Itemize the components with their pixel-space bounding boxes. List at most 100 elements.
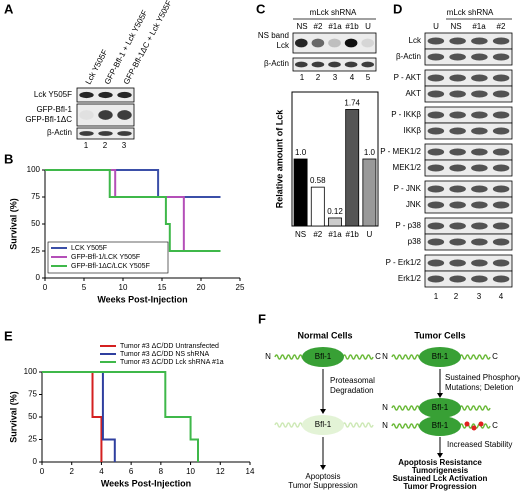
y-axis-title: Relative amount of Lck: [274, 109, 284, 209]
lane-number: 4: [499, 292, 504, 301]
terminus-c: C: [492, 421, 498, 430]
terminus-n: N: [265, 352, 271, 361]
outcome-label: Apoptosis: [305, 472, 340, 481]
legend-label: GFP-Bfl-1/LCK Y505F: [71, 254, 140, 261]
peptide-chain: [391, 354, 423, 360]
band: [492, 111, 510, 119]
band: [427, 201, 445, 209]
y-tick-label: 75: [31, 192, 40, 201]
row-label: P - IKKβ: [391, 110, 421, 119]
peptide-chain: [391, 405, 423, 411]
band: [79, 91, 94, 99]
band: [492, 90, 510, 98]
x-tick-label: 12: [216, 467, 225, 476]
terminus-n: N: [382, 421, 388, 430]
bfl1-protein: [419, 347, 461, 367]
band: [492, 53, 510, 61]
value-label: 1.0: [364, 148, 376, 157]
band: [471, 53, 488, 61]
panel-label: C: [256, 1, 266, 16]
band: [449, 259, 466, 267]
row-label: β-Actin: [396, 52, 421, 61]
y-tick-label: 0: [36, 273, 41, 282]
row-label: P - p38: [395, 221, 421, 230]
band: [492, 259, 510, 267]
row-label: JNK: [406, 200, 422, 209]
legend-label: GFP-Bfl-1ΔC/LCK Y505F: [71, 263, 150, 270]
band: [471, 275, 488, 283]
peptide-chain: [274, 354, 306, 360]
blot: [424, 85, 513, 103]
x-tick-label: 8: [159, 467, 164, 476]
column-label: #1a: [328, 22, 342, 31]
arrow-head: [320, 409, 326, 414]
lane-number: 2: [454, 292, 459, 301]
value-label: 1.74: [344, 99, 360, 108]
x-tick-label: 0: [40, 467, 45, 476]
panel-label: D: [393, 1, 402, 16]
survival-line: [42, 371, 199, 462]
panel-label: E: [4, 328, 13, 343]
band: [427, 275, 445, 283]
row-label: Erk1/2: [398, 274, 422, 283]
peptide-chain: [274, 422, 306, 428]
row-label: IKKβ: [404, 126, 422, 135]
band: [344, 38, 358, 48]
lane-number: 3: [122, 141, 127, 150]
process-label: Degradation: [330, 386, 374, 395]
band: [311, 38, 325, 48]
peptide-chain: [459, 354, 491, 360]
band: [449, 185, 466, 193]
band: [449, 90, 466, 98]
lane-number: 1: [84, 141, 89, 150]
band: [471, 111, 488, 119]
y-axis-title: Survival (%): [8, 198, 18, 250]
value-label: 1.0: [295, 148, 307, 157]
x-tick-label: #2: [313, 230, 322, 239]
band: [117, 110, 132, 120]
x-axis-title: Weeks Post-Injection: [101, 478, 191, 488]
band: [328, 38, 341, 48]
blot: [424, 233, 513, 251]
blot: [424, 196, 513, 214]
band: [471, 148, 488, 156]
outcome-label: Apoptosis Resistance: [398, 458, 482, 467]
legend-label: Tumor #3 ΔC/DD NS shRNA: [120, 351, 210, 358]
process-label: Sustained Phosphorylation;: [445, 373, 520, 382]
outcome-label: Tumor Suppression: [288, 481, 358, 490]
band: [427, 74, 445, 82]
band: [492, 37, 510, 45]
bfl1-protein: [302, 347, 344, 367]
band: [492, 201, 510, 209]
blot: [424, 48, 513, 66]
band: [471, 238, 488, 246]
survival-line: [45, 169, 221, 252]
band: [294, 38, 308, 48]
section-title: Normal Cells: [297, 330, 352, 340]
row-label: NS band: [258, 31, 289, 40]
peptide-chain: [391, 423, 423, 429]
band: [492, 127, 510, 135]
y-tick-label: 50: [28, 412, 37, 421]
band: [427, 222, 445, 230]
x-tick-label: 15: [158, 283, 167, 292]
column-label: #2: [314, 22, 323, 31]
blot: [292, 32, 377, 54]
band: [492, 275, 510, 283]
band: [471, 259, 488, 267]
process-label: Mutations; Deletion: [445, 383, 513, 392]
terminus-n: N: [382, 403, 388, 412]
x-tick-label: 20: [197, 283, 206, 292]
bar: [328, 217, 342, 227]
band: [311, 61, 325, 68]
peptide-chain: [342, 422, 374, 428]
row-label: P - MEK1/2: [380, 147, 421, 156]
band: [449, 53, 466, 61]
blot-header: mLck shRNA: [447, 8, 494, 17]
outcome-label: Tumorigenesis: [412, 466, 469, 475]
row-label: Lck: [409, 36, 422, 45]
band: [471, 90, 488, 98]
band: [427, 53, 445, 61]
band: [449, 222, 466, 230]
